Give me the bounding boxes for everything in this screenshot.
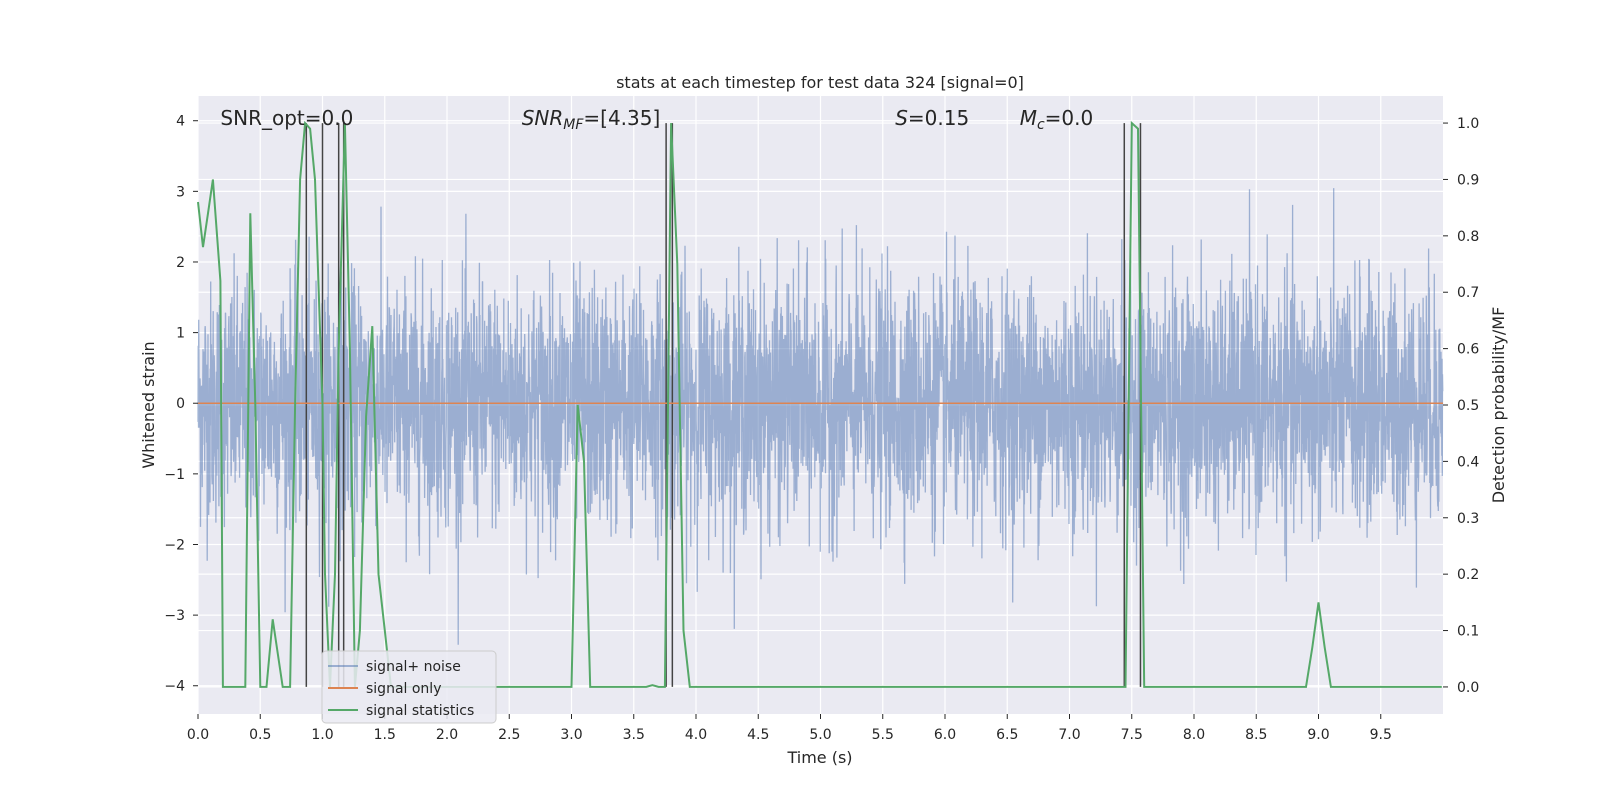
x-tick-label: 5.5 bbox=[872, 727, 894, 743]
x-tick-label: 4.5 bbox=[747, 727, 769, 743]
y2-tick-label: 0.3 bbox=[1457, 511, 1479, 527]
signal-statistics-line bbox=[197, 120, 1442, 688]
y-tick-label: −4 bbox=[164, 679, 185, 695]
x-tick-label: 3.0 bbox=[560, 727, 582, 743]
y-tick-label: −3 bbox=[164, 608, 185, 624]
x-tick-label: 5.0 bbox=[809, 727, 831, 743]
x-tick-label: 2.0 bbox=[436, 727, 458, 743]
x-tick-label: 9.5 bbox=[1370, 727, 1392, 743]
annotation-text: SNR_opt=0.0 bbox=[220, 106, 353, 130]
x-tick-label: 6.0 bbox=[934, 727, 956, 743]
y-tick-label: 4 bbox=[176, 114, 185, 130]
y-axis-label: Whitened strain bbox=[139, 341, 158, 468]
signal-noise-line bbox=[197, 188, 1444, 645]
x-tick-label: 1.5 bbox=[374, 727, 396, 743]
annotation-text: Mc=0.0 bbox=[1020, 106, 1094, 133]
x-axis-label: Time (s) bbox=[786, 748, 852, 767]
x-tick-label: 6.5 bbox=[996, 727, 1018, 743]
y2-tick-label: 0.0 bbox=[1457, 680, 1479, 696]
y2-tick-label: 0.5 bbox=[1457, 398, 1479, 414]
y2-tick-label: 1.0 bbox=[1457, 116, 1479, 132]
y-tick-label: −2 bbox=[164, 537, 185, 553]
legend-box bbox=[321, 650, 497, 724]
y2-tick-label: 0.1 bbox=[1457, 624, 1479, 640]
legend-label: signal statistics bbox=[366, 703, 474, 719]
x-tick-label: 8.0 bbox=[1183, 727, 1205, 743]
y-tick-label: 2 bbox=[176, 255, 185, 271]
x-tick-label: 8.5 bbox=[1245, 727, 1267, 743]
y2-tick-label: 0.4 bbox=[1457, 454, 1479, 470]
signal-noise-series bbox=[197, 188, 1444, 645]
annotation-text: S=0.15 bbox=[895, 106, 969, 130]
legend-label: signal+ noise bbox=[366, 659, 461, 675]
x-tick-label: 0.0 bbox=[187, 727, 209, 743]
x-tick-label: 7.0 bbox=[1058, 727, 1080, 743]
tick-labels: 0.0 0.5 1.0 1.5 2.0 2.5 3.0 3.5 4.0 4.5 5.0 5.5 6.0 6… bbox=[164, 114, 1479, 743]
y2-tick-label: 0.8 bbox=[1457, 229, 1479, 245]
x-tick-label: 4.0 bbox=[685, 727, 707, 743]
x-tick-label: 1.0 bbox=[311, 727, 333, 743]
y2-tick-label: 0.7 bbox=[1457, 285, 1479, 301]
line-series bbox=[197, 120, 1443, 688]
y-tick-label: 1 bbox=[176, 326, 185, 342]
y2-tick-label: 0.2 bbox=[1457, 567, 1479, 583]
x-tick-label: 3.5 bbox=[623, 727, 645, 743]
y-tick-label: 3 bbox=[176, 184, 185, 200]
annotation-text: SNRMF=[4.35] bbox=[522, 106, 661, 133]
y-tick-label: 0 bbox=[176, 396, 185, 412]
chart-title: stats at each timestep for test data 324… bbox=[616, 73, 1024, 92]
x-tick-label: 0.5 bbox=[249, 727, 271, 743]
y2-axis-label: Detection probability/MF bbox=[1489, 307, 1508, 504]
y-tick-label: −1 bbox=[164, 467, 185, 483]
y2-tick-label: 0.6 bbox=[1457, 342, 1479, 358]
legend-label: signal only bbox=[366, 681, 441, 697]
annotations: SNR_opt=0.0 SNRMF=[4.35] S=0.15 Mc=0.0 bbox=[220, 106, 1093, 133]
x-tick-label: 9.0 bbox=[1307, 727, 1329, 743]
x-tick-label: 2.5 bbox=[498, 727, 520, 743]
legend: signal+ noise signal only signal statistic… bbox=[321, 650, 497, 724]
x-tick-label: 7.5 bbox=[1121, 727, 1143, 743]
y2-tick-label: 0.9 bbox=[1457, 172, 1479, 188]
